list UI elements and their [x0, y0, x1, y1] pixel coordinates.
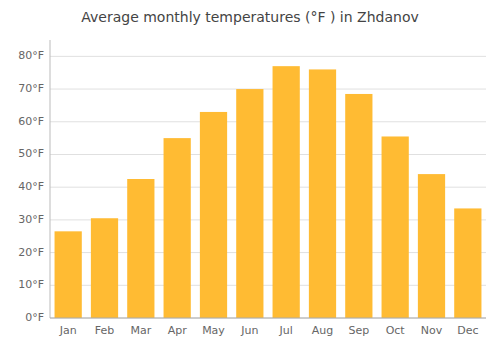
- y-tick-label: 10°F: [18, 278, 44, 291]
- x-tick-label: Mar: [130, 324, 151, 337]
- x-tick-label: Aug: [312, 324, 333, 337]
- x-axis-line: [50, 318, 486, 319]
- bar: [418, 174, 445, 318]
- bar: [236, 89, 263, 318]
- bar: [454, 208, 481, 318]
- bar: [382, 136, 409, 318]
- bar: [55, 231, 82, 318]
- x-tick-label: Sep: [348, 324, 369, 337]
- grid-line: [50, 89, 486, 90]
- y-axis-line: [50, 40, 51, 318]
- chart-container: 0°F 10°F 20°F 30°F 40°F 50°F 60°F 70°F 80°F Jan Fe…: [0, 0, 500, 350]
- grid-line: [50, 318, 486, 319]
- x-tick-label: Feb: [95, 324, 114, 337]
- x-tick-label: Nov: [421, 324, 443, 337]
- grid-line: [50, 121, 486, 122]
- x-tick-label: Jul: [279, 324, 293, 337]
- bar: [164, 138, 191, 318]
- x-tick-label: Jun: [240, 324, 258, 337]
- bars: [55, 66, 482, 318]
- y-tick-label: 40°F: [18, 180, 44, 193]
- bar: [345, 94, 372, 318]
- y-tick-label: 60°F: [18, 115, 44, 128]
- y-axis: 0°F 10°F 20°F 30°F 40°F 50°F 60°F 70°F 80°F: [18, 40, 50, 324]
- bar: [200, 112, 227, 318]
- x-axis: Jan Feb Mar Apr May Jun Jul Aug Sep Oct Nov Dec: [50, 318, 486, 337]
- y-tick-label: 20°F: [18, 246, 44, 259]
- title: Average monthly temperatures (°F ) in Zh…: [81, 9, 419, 25]
- grid: [50, 56, 486, 318]
- x-tick-label: Oct: [386, 324, 406, 337]
- x-tick-label: Jan: [59, 324, 77, 337]
- x-tick-label: Dec: [457, 324, 478, 337]
- y-tick-label: 30°F: [18, 213, 44, 226]
- y-tick-label: 0°F: [25, 311, 44, 324]
- y-tick-label: 80°F: [18, 49, 44, 62]
- grid-line: [50, 56, 486, 57]
- bar: [91, 218, 118, 318]
- bar: [127, 179, 154, 318]
- y-tick-label: 70°F: [18, 82, 44, 95]
- bar: [273, 66, 300, 318]
- chart-svg: 0°F 10°F 20°F 30°F 40°F 50°F 60°F 70°F 80°F Jan Fe…: [0, 0, 500, 350]
- y-tick-label: 50°F: [18, 147, 44, 160]
- x-tick-label: May: [202, 324, 225, 337]
- bar: [309, 69, 336, 318]
- x-tick-label: Apr: [168, 324, 188, 337]
- grid-line: [50, 154, 486, 155]
